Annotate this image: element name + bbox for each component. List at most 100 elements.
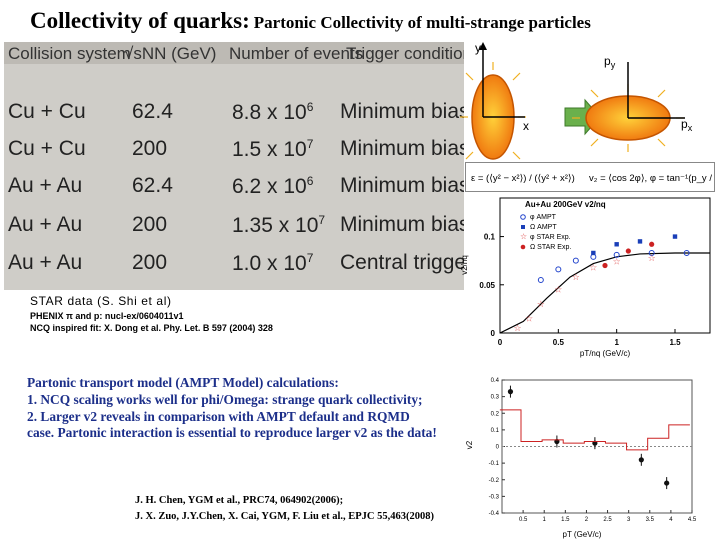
- data-point: ☆: [513, 323, 521, 333]
- data-point: ☆: [554, 285, 562, 295]
- table-header-trigger: Trigger condition: [346, 44, 464, 63]
- legend-entry: Ω STAR Exp.: [530, 244, 571, 251]
- chart1-title: Au+Au 200GeV v2/nq: [525, 200, 606, 209]
- chart1-ylabel: v2/nq: [460, 255, 469, 275]
- data-point: [672, 234, 678, 239]
- reference-1: J. H. Chen, YGM et al., PRC74, 064902(20…: [135, 495, 344, 506]
- row-energy: 62.4: [132, 100, 173, 123]
- py-axis-label: py: [604, 54, 616, 70]
- row-system: Cu + Cu: [8, 137, 86, 160]
- data-point: [507, 389, 514, 395]
- data-point: ☆: [525, 314, 533, 324]
- data-point: ☆: [572, 272, 580, 282]
- y-tick-label: 0.1: [484, 233, 496, 242]
- table-header-band: [4, 42, 464, 64]
- x-tick-label: 1: [614, 338, 619, 347]
- v2-ncq-plot-area: ☆ ☆ ☆ ☆ ☆ ☆ ☆ ☆: [499, 197, 711, 334]
- x-tick-label: 0.5: [553, 338, 565, 347]
- data-point: ☆: [613, 257, 621, 267]
- chart1-xlabel: pT/nq (GeV/c): [580, 349, 631, 358]
- row-trigger: Minimum bias (0-60%): [340, 137, 464, 160]
- collision-table: Collision system √sNN (GeV) Number of ev…: [4, 42, 464, 290]
- data-point: [537, 276, 544, 283]
- row-energy: 200: [132, 251, 168, 274]
- x-tick-label: 2: [585, 517, 589, 523]
- formula-box: ε = (⟨y² − x²⟩) / (⟨y² + x²⟩) v₂ = ⟨cos …: [465, 162, 715, 192]
- data-point: [591, 250, 596, 256]
- legend-marker: ☆: [520, 232, 527, 241]
- row-events: 6.2 x 106: [232, 174, 314, 198]
- row-trigger: Minimum bias (0-80%): [340, 174, 464, 197]
- data-point: [683, 249, 690, 256]
- legend-marker: [520, 244, 526, 250]
- x-axis-label: x: [523, 119, 529, 133]
- legend-marker: [521, 225, 525, 229]
- chart2-ylabel: v2: [465, 440, 474, 449]
- y-axis-label: y: [475, 41, 481, 55]
- row-energy: 200: [132, 213, 168, 236]
- row-system: Au + Au: [8, 251, 83, 274]
- row-events: 8.8 x 106: [232, 100, 314, 124]
- model-text-line: Partonic transport model (AMPT Model) ca…: [27, 375, 339, 390]
- row-events: 1.0 x 107: [232, 251, 314, 275]
- y-tick-label: 0.4: [491, 378, 500, 384]
- x-tick-label: 1.5: [561, 517, 570, 523]
- x-tick-label: 0.5: [519, 517, 528, 523]
- data-point: [637, 239, 643, 244]
- row-events: 1.35 x 107: [232, 213, 326, 237]
- y-tick-label: 0.2: [491, 411, 500, 417]
- ncq-credit: NCQ inspired fit: X. Dong et al. Phy. Le…: [30, 323, 273, 333]
- table-header-events: Number of events: [229, 44, 364, 63]
- y-axis-arrowhead: [479, 42, 487, 50]
- x-tick-label: 2.5: [603, 517, 612, 523]
- x-tick-label: 0: [498, 338, 503, 347]
- row-system: Au + Au: [8, 174, 83, 197]
- fit-line: [499, 252, 710, 334]
- x-tick-label: 1.5: [669, 338, 681, 347]
- table-header-energy: √sNN (GeV): [124, 44, 217, 63]
- title-main: Collectivity of quarks:: [30, 8, 250, 33]
- elliptic-flow-diagram: y x py px: [460, 41, 693, 160]
- data-point: [664, 480, 670, 486]
- data-point: [602, 262, 608, 269]
- y-tick-label: 0.05: [479, 281, 495, 290]
- y-tick-label: -0.2: [489, 478, 500, 484]
- row-events: 1.5 x 107: [232, 137, 314, 161]
- histogram-line: [499, 409, 690, 451]
- data-point: ☆: [648, 253, 656, 263]
- chart1-legend: φ AMPT Ω AMPT φ STAR Exp. Ω STAR Exp. ☆: [520, 214, 571, 251]
- x-tick-label: 3.5: [646, 517, 655, 523]
- x-tick-label: 3: [627, 517, 631, 523]
- y-tick-label: 0.3: [491, 395, 500, 401]
- data-point: [613, 251, 620, 258]
- model-text-line: 2. Larger v2 reveals in comparison with …: [27, 408, 437, 441]
- row-energy: 200: [132, 137, 168, 160]
- legend-entry: φ STAR Exp.: [530, 234, 571, 241]
- table-header-system: Collision system: [8, 44, 131, 63]
- reference-2: J. X. Zuo, J.Y.Chen, X. Cai, YGM, F. Liu…: [135, 511, 434, 522]
- x-tick-label: 1: [543, 517, 547, 523]
- data-point: ☆: [537, 299, 545, 309]
- row-trigger: Central trigger (0-12%): [340, 251, 464, 274]
- data-point: [638, 457, 644, 463]
- x-tick-label: 4: [669, 517, 673, 523]
- row-trigger: Minimum bias (0-80%): [340, 213, 464, 236]
- model-text-line: 1. NCQ scaling works well for phi/Omega:…: [27, 391, 423, 407]
- px-axis-label: px: [681, 117, 693, 133]
- x-tick-label: 4.5: [688, 517, 697, 523]
- y-tick-label: 0: [496, 445, 500, 451]
- v2-ncq-chart: ☆ ☆ ☆ ☆ ☆ ☆ ☆ ☆ Au+Au 200GeV v2/nq pT/nq (GeV/c…: [460, 197, 711, 358]
- data-point: [572, 257, 579, 264]
- data-point: ☆: [589, 262, 597, 272]
- legend-entry: φ AMPT: [530, 214, 557, 221]
- eccentricity-formula: ε = (⟨y² − x²⟩) / (⟨y² + x²⟩): [471, 173, 575, 184]
- data-point: [555, 266, 562, 273]
- data-point: [614, 242, 619, 247]
- y-tick-label: 0: [491, 329, 496, 338]
- row-system: Au + Au: [8, 213, 83, 236]
- star-data-credit: STAR data (S. Shi et al): [30, 294, 172, 308]
- row-energy: 62.4: [132, 174, 173, 197]
- y-tick-label: -0.3: [489, 494, 500, 500]
- model-description: Partonic transport model (AMPT Model) ca…: [27, 375, 437, 442]
- phenix-credit: PHENIX π and p: nucl-ex/0604011v1: [30, 311, 184, 321]
